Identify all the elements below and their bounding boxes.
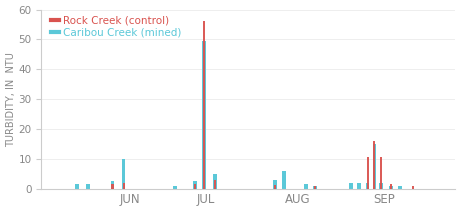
Legend: Rock Creek (control), Caribou Creek (mined): Rock Creek (control), Caribou Creek (min…	[47, 11, 186, 42]
Bar	[380, 157, 382, 189]
Bar	[372, 144, 376, 189]
Bar	[193, 181, 197, 189]
Bar	[75, 184, 78, 189]
Bar	[203, 21, 205, 189]
Bar	[213, 174, 217, 189]
Bar	[202, 41, 206, 189]
Bar	[379, 183, 383, 189]
Bar	[313, 186, 317, 189]
Bar	[349, 183, 353, 189]
Bar	[282, 171, 286, 189]
Bar	[173, 186, 177, 189]
Bar	[111, 181, 114, 189]
Bar	[366, 157, 369, 189]
Bar	[366, 183, 369, 189]
Bar	[389, 186, 393, 189]
Bar	[273, 180, 277, 189]
Bar	[274, 185, 276, 189]
Bar	[86, 184, 90, 189]
Bar	[390, 184, 392, 189]
Y-axis label: TURBIDITY, IN  NTU: TURBIDITY, IN NTU	[6, 52, 16, 146]
Bar	[398, 186, 402, 189]
Bar	[122, 159, 125, 189]
Bar	[214, 180, 216, 189]
Bar	[123, 183, 124, 189]
Bar	[314, 186, 316, 189]
Bar	[412, 186, 414, 189]
Bar	[112, 184, 113, 189]
Bar	[357, 183, 361, 189]
Bar	[194, 184, 196, 189]
Bar	[304, 184, 308, 189]
Bar	[373, 141, 375, 189]
